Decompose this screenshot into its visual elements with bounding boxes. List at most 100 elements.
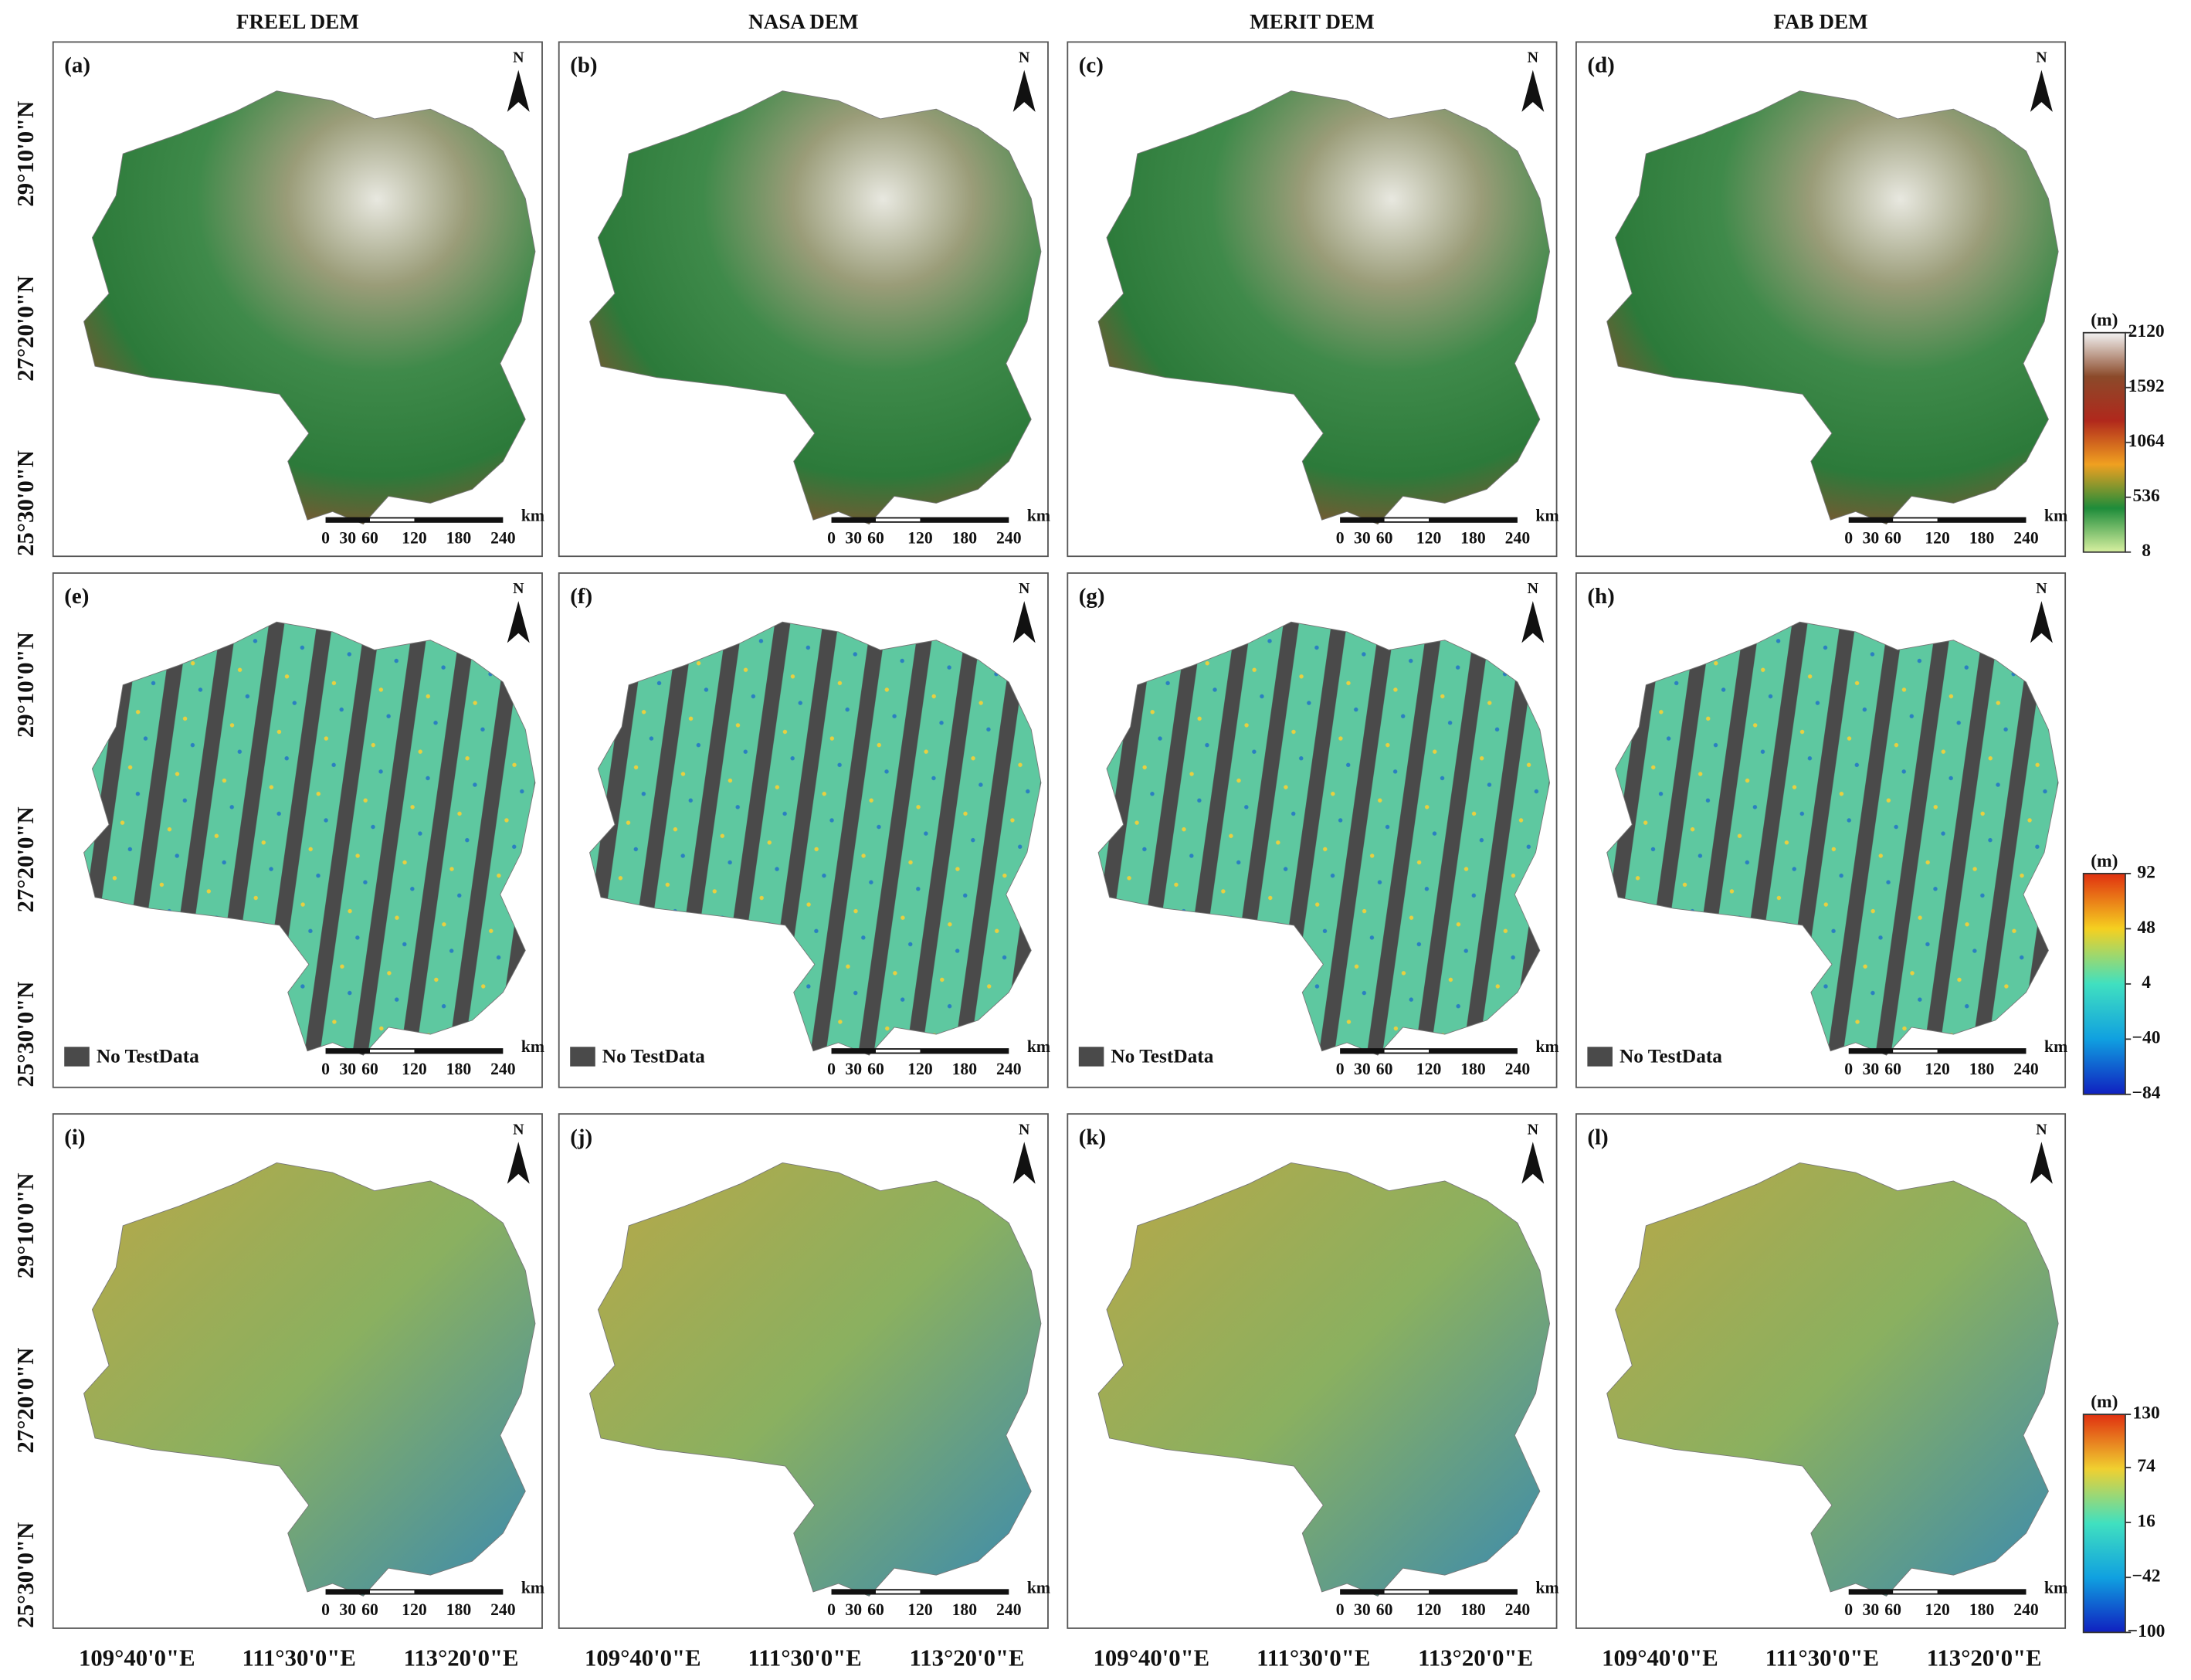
scalebar-white — [875, 1049, 921, 1053]
map-region — [589, 90, 1042, 525]
map-panel: (a) N 0 30 60 120 180 240 km — [52, 41, 544, 558]
north-label: N — [1019, 49, 1030, 66]
colorbar-tick-label: 8 — [2142, 541, 2151, 561]
scalebar-tick: 60 — [1376, 528, 1393, 547]
scalebar-white — [875, 518, 921, 521]
colorbar — [2082, 1414, 2126, 1634]
no-data-swatch — [570, 1047, 595, 1067]
scalebar-tick: 60 — [361, 528, 378, 547]
panel-label: (h) — [1587, 584, 1614, 609]
scalebar-tick: 180 — [1969, 1600, 1995, 1619]
no-data-swatch — [1587, 1047, 1613, 1067]
colorbar — [2082, 331, 2126, 553]
map-panel: (i) N 0 30 60 120 180 240 km — [52, 1113, 544, 1629]
scalebar-tick: 60 — [867, 1600, 884, 1619]
scalebar-unit: km — [1535, 1578, 1558, 1597]
panel-label: (a) — [64, 53, 90, 78]
colorbar-unit: (m) — [2091, 851, 2118, 871]
scalebar-tick: 0 — [1336, 1060, 1345, 1078]
map-panel: (f) N No TestData 0 30 60 120 180 240 km — [558, 572, 1050, 1088]
scalebar-tick: 240 — [1505, 528, 1531, 547]
scalebar-tick: 30 — [845, 1600, 862, 1619]
column-title: FREEL DEM — [236, 10, 359, 33]
north-label: N — [2036, 49, 2047, 66]
scalebar-tick: 30 — [845, 1060, 862, 1078]
scalebar-tick: 180 — [1969, 528, 1995, 547]
colorbar-tick-label: 74 — [2137, 1456, 2155, 1476]
north-label: N — [2036, 1121, 2047, 1138]
north-label: N — [1528, 1121, 1539, 1138]
scalebar-tick: 120 — [402, 1600, 427, 1619]
scalebar-tick: 180 — [446, 528, 472, 547]
scalebar-tick: 0 — [321, 1600, 330, 1619]
scalebar-unit: km — [1027, 1037, 1050, 1056]
scalebar-tick: 240 — [490, 1600, 516, 1619]
lon-label: 111°30'0"E — [748, 1645, 862, 1672]
panel-label: (j) — [570, 1125, 592, 1149]
scalebar-white — [1384, 1049, 1430, 1053]
scalebar-tick: 30 — [1863, 1600, 1880, 1619]
scalebar-tick: 60 — [361, 1060, 378, 1078]
scalebar-tick: 30 — [1863, 1060, 1880, 1078]
scalebar-tick: 120 — [907, 1600, 933, 1619]
colorbar-tick-label: 2120 — [2128, 321, 2165, 341]
scalebar-tick: 60 — [1376, 1060, 1393, 1078]
scalebar-unit: km — [1027, 1578, 1050, 1597]
scalebar-white — [1893, 1590, 1938, 1593]
north-label: N — [1528, 580, 1539, 597]
scalebar-tick: 30 — [339, 1600, 356, 1619]
lat-label: 29°10'0"N — [12, 632, 39, 738]
no-data-label: No TestData — [1111, 1046, 1213, 1067]
lat-label: 25°30'0"N — [12, 981, 39, 1087]
scalebar-tick: 30 — [845, 528, 862, 547]
map-region — [1097, 621, 1550, 1056]
scalebar-tick: 240 — [2013, 1600, 2039, 1619]
scalebar-tick: 60 — [867, 528, 884, 547]
scalebar-tick: 120 — [1925, 1060, 1950, 1078]
scalebar-white — [370, 518, 415, 521]
scalebar-tick: 0 — [827, 1600, 836, 1619]
scalebar-tick: 120 — [1925, 528, 1950, 547]
map-region — [1097, 90, 1550, 525]
scalebar-tick: 180 — [1969, 1060, 1995, 1078]
colorbar-tick-label: −40 — [2132, 1028, 2161, 1048]
north-arrow — [1012, 70, 1036, 112]
scalebar-unit: km — [2044, 1037, 2067, 1056]
scalebar-unit: km — [521, 1037, 544, 1056]
scalebar-tick: 240 — [1505, 1060, 1531, 1078]
scalebar-tick: 240 — [996, 528, 1022, 547]
scalebar-tick: 180 — [952, 1600, 978, 1619]
scalebar-tick: 240 — [2013, 528, 2039, 547]
lon-label: 111°30'0"E — [1765, 1645, 1879, 1672]
scalebar-tick: 0 — [1336, 1600, 1345, 1619]
scalebar-white — [370, 1049, 415, 1053]
scalebar-white — [1893, 518, 1938, 521]
no-data-swatch — [64, 1047, 90, 1067]
scalebar-tick: 120 — [1416, 1600, 1442, 1619]
lat-label: 29°10'0"N — [12, 101, 39, 207]
panel-label: (c) — [1079, 53, 1104, 78]
north-label: N — [513, 1121, 524, 1138]
map-region — [1606, 621, 2059, 1056]
scalebar-tick: 240 — [2013, 1060, 2039, 1078]
column-title: NASA DEM — [748, 10, 858, 33]
scalebar-tick: 180 — [446, 1060, 472, 1078]
map-panel: (j) N 0 30 60 120 180 240 km — [558, 1113, 1050, 1629]
north-arrow — [1521, 601, 1545, 643]
scalebar-unit: km — [2044, 507, 2067, 525]
map-panel: (l) N 0 30 60 120 180 240 km — [1575, 1113, 2067, 1629]
scalebar — [325, 517, 504, 523]
north-arrow — [507, 1142, 530, 1184]
scalebar-tick: 60 — [1884, 528, 1901, 547]
scalebar-tick: 30 — [339, 528, 356, 547]
scalebar-tick: 120 — [907, 528, 933, 547]
scalebar-tick: 240 — [490, 528, 516, 547]
scalebar — [325, 1048, 504, 1054]
scalebar-tick: 240 — [1505, 1600, 1531, 1619]
scalebar-tick: 0 — [1336, 528, 1345, 547]
north-arrow — [1012, 1142, 1036, 1184]
colorbar-unit: (m) — [2091, 311, 2118, 331]
scalebar-tick: 180 — [1460, 1600, 1486, 1619]
north-arrow — [507, 70, 530, 112]
